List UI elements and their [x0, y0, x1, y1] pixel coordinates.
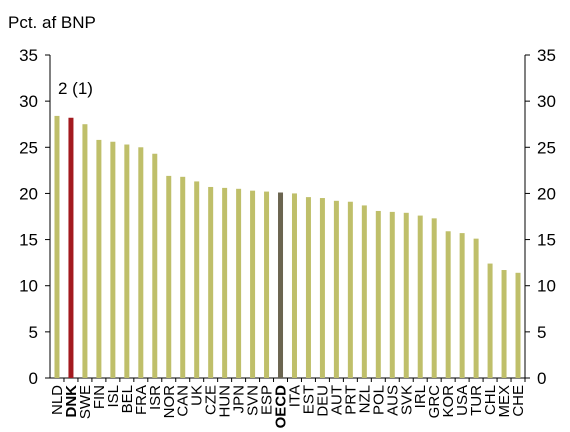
x-tick-label-prt: PRT: [342, 385, 359, 415]
x-tick-label-isl: ISL: [105, 385, 122, 408]
x-tick-label-oecd: OECD: [273, 385, 290, 429]
y-tick-label-left: 15: [19, 231, 38, 250]
bar-cze: [208, 186, 214, 378]
x-tick-label-cze: CZE: [203, 385, 220, 415]
bar-deu: [319, 198, 325, 378]
x-tick-label-che: CHE: [510, 385, 527, 417]
bar-can: [180, 176, 186, 378]
bar-pol: [375, 210, 381, 378]
bar-nzl: [361, 205, 367, 378]
bar-uk: [194, 181, 200, 378]
bars: [54, 115, 521, 379]
x-tick-label-hun: HUN: [217, 385, 234, 418]
x-tick-label-isr: ISR: [147, 385, 164, 410]
y-tick-label-right: 5: [537, 323, 546, 342]
bar-prt: [347, 201, 353, 378]
bar-oecd: [278, 192, 284, 378]
x-tick-labels: NLDDNKSWEFINISLBELFRAISRNORCANUKCZEHUNJP…: [49, 385, 527, 429]
bar-isl: [110, 141, 116, 378]
bar-grc: [431, 218, 437, 378]
bar-hun: [222, 187, 228, 378]
y-tick-label-right: 25: [537, 138, 556, 157]
y-tick-label-right: 10: [537, 277, 556, 296]
y-tick-label-left: 30: [19, 92, 38, 111]
bar-bel: [124, 144, 130, 378]
y-tick-label-right: 0: [537, 369, 546, 388]
x-tick-label-can: CAN: [175, 385, 192, 417]
bar-dnk: [68, 117, 74, 379]
bar-esp: [264, 191, 270, 378]
bar-che: [515, 272, 521, 378]
x-tick-label-deu: DEU: [314, 385, 331, 417]
bar-aus: [389, 211, 395, 378]
bar-swe: [82, 124, 88, 378]
bar-fra: [138, 147, 144, 378]
x-tick-label-est: EST: [300, 385, 317, 414]
x-tick-label-irl: IRL: [412, 385, 429, 408]
x-tick-label-nzl: NZL: [356, 385, 373, 413]
x-tick-label-usa: USA: [454, 385, 471, 416]
x-tick-label-svn: SVN: [245, 385, 262, 416]
x-tick-label-tur: TUR: [468, 385, 485, 416]
x-tick-label-grc: GRC: [426, 385, 443, 419]
bar-chl: [487, 263, 493, 378]
x-tick-label-uk: UK: [189, 385, 206, 406]
y-tick-label-left: 20: [19, 184, 38, 203]
y-axis-title: Pct. af BNP: [8, 13, 96, 32]
x-tick-label-nld: NLD: [49, 385, 66, 415]
x-tick-label-fra: FRA: [133, 385, 150, 415]
y-tick-label-left: 35: [19, 46, 38, 65]
bar-ita: [291, 193, 297, 378]
x-tick-label-bel: BEL: [119, 385, 136, 413]
bar-aut: [333, 200, 339, 378]
x-tick-label-swe: SWE: [77, 385, 94, 419]
x-tick-label-mex: MEX: [496, 385, 513, 418]
x-tick-label-aut: AUT: [328, 385, 345, 415]
y-tick-label-left: 10: [19, 277, 38, 296]
x-tick-label-ita: ITA: [286, 385, 303, 407]
y-tick-label-left: 25: [19, 138, 38, 157]
bar-est: [305, 197, 311, 378]
bar-isr: [152, 153, 158, 378]
x-tick-label-pol: POL: [370, 385, 387, 415]
bar-jpn: [236, 188, 242, 378]
bar-tur: [473, 238, 479, 378]
x-tick-label-svk: SVK: [398, 385, 415, 415]
x-tick-label-kor: KOR: [440, 385, 457, 418]
x-tick-label-dnk: DNK: [63, 385, 80, 418]
y-tick-label-right: 30: [537, 92, 556, 111]
rank-annotation: 2 (1): [58, 79, 93, 98]
x-tick-label-esp: ESP: [259, 385, 276, 415]
x-tick-label-aus: AUS: [384, 385, 401, 416]
x-tick-label-fin: FIN: [91, 385, 108, 409]
y-tick-label-right: 20: [537, 184, 556, 203]
y-tick-label-right: 35: [537, 46, 556, 65]
x-tick-label-chl: CHL: [482, 385, 499, 415]
bar-fin: [96, 139, 102, 378]
bar-kor: [445, 231, 451, 378]
x-tick-label-nor: NOR: [161, 385, 178, 419]
x-tick-label-jpn: JPN: [231, 385, 248, 413]
bar-svk: [403, 212, 409, 378]
bar-nld: [54, 115, 60, 378]
y-tick-label-left: 5: [29, 323, 38, 342]
bar-usa: [459, 233, 465, 378]
bar-nor: [166, 175, 172, 378]
bar-svn: [250, 190, 256, 378]
axes: 0 0 5 5 10 10 15 15 20 20 25 25 30 30 35 35: [19, 46, 556, 388]
y-tick-label-right: 15: [537, 231, 556, 250]
bar-irl: [417, 215, 423, 378]
y-tick-label-left: 0: [29, 369, 38, 388]
bar-mex: [501, 270, 507, 378]
